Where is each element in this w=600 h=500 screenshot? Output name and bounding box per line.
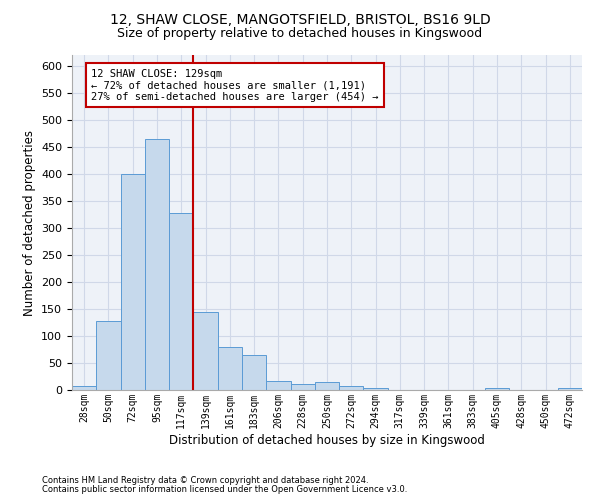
Text: Contains HM Land Registry data © Crown copyright and database right 2024.: Contains HM Land Registry data © Crown c… <box>42 476 368 485</box>
Bar <box>169 213 193 390</box>
Bar <box>121 174 145 390</box>
Y-axis label: Number of detached properties: Number of detached properties <box>23 130 35 316</box>
X-axis label: Distribution of detached houses by size in Kingswood: Distribution of detached houses by size … <box>169 434 485 446</box>
Bar <box>339 386 364 390</box>
Bar <box>96 321 121 390</box>
Bar <box>72 386 96 390</box>
Text: 12 SHAW CLOSE: 129sqm
← 72% of detached houses are smaller (1,191)
27% of semi-d: 12 SHAW CLOSE: 129sqm ← 72% of detached … <box>91 68 379 102</box>
Bar <box>242 356 266 390</box>
Bar <box>290 384 315 390</box>
Text: Size of property relative to detached houses in Kingswood: Size of property relative to detached ho… <box>118 28 482 40</box>
Bar <box>558 388 582 390</box>
Bar <box>485 388 509 390</box>
Bar <box>364 388 388 390</box>
Bar <box>218 348 242 390</box>
Text: 12, SHAW CLOSE, MANGOTSFIELD, BRISTOL, BS16 9LD: 12, SHAW CLOSE, MANGOTSFIELD, BRISTOL, B… <box>110 12 490 26</box>
Text: Contains public sector information licensed under the Open Government Licence v3: Contains public sector information licen… <box>42 485 407 494</box>
Bar <box>193 312 218 390</box>
Bar <box>266 381 290 390</box>
Bar <box>315 382 339 390</box>
Bar <box>145 138 169 390</box>
